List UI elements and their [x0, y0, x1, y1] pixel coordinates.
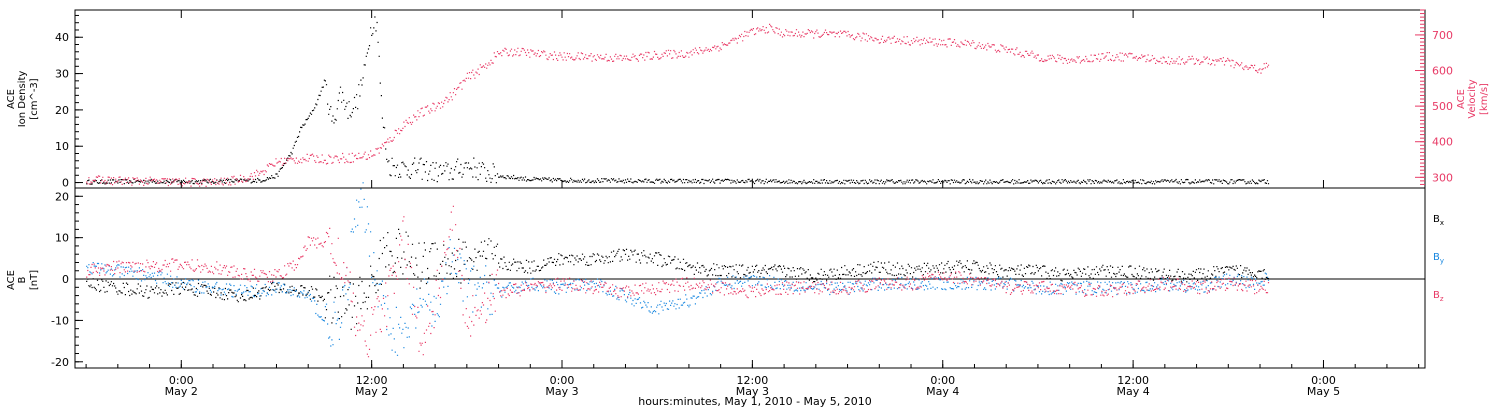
b-axis-title-line: ACE [6, 270, 17, 290]
velocity-axis-title: ACEVelocity[km/s] [1456, 79, 1490, 118]
b-tick-label: 10 [55, 232, 69, 245]
velocity-tick-label: 400 [1432, 136, 1453, 149]
b-tick-label: -20 [51, 356, 69, 369]
x-tick-date: May 4 [926, 385, 959, 398]
x-tick-time: 12:00 [737, 374, 769, 387]
b-tick-label: 0 [62, 273, 69, 286]
velocity-axis-title-line: Velocity [1467, 79, 1478, 118]
legend-symbol: B [1433, 252, 1440, 263]
x-tick-date: May 5 [1307, 385, 1340, 398]
x-tick-date: May 3 [545, 385, 578, 398]
velocity-axis-title-line: [km/s] [1479, 83, 1490, 115]
velocity-tick-label: 500 [1432, 100, 1453, 113]
x-axis-title: hours:minutes, May 1, 2010 - May 5, 2010 [638, 395, 872, 408]
b-tick-label: 20 [55, 190, 69, 203]
b-series-bx [86, 228, 1270, 330]
density-tick-label: 30 [55, 68, 69, 81]
legend-entry-bx: Bx [1433, 214, 1444, 227]
x-tick-date: May 3 [736, 385, 769, 398]
velocity-tick-label: 700 [1432, 29, 1453, 42]
x-tick-time: 12:00 [356, 374, 388, 387]
velocity-axis-title-line: ACE [1456, 89, 1467, 109]
panel1-frame [74, 9, 1426, 189]
legend-entry-by: By [1433, 252, 1444, 265]
velocity-series [86, 23, 1270, 187]
density-axis-title-line: Ion Density [17, 71, 28, 128]
legend-symbol: B [1433, 290, 1440, 301]
density-axis-title-line: ACE [6, 89, 17, 109]
x-tick-date: May 4 [1116, 385, 1149, 398]
legend-entry-bz: Bz [1433, 290, 1444, 303]
density-tick-label: 20 [55, 104, 69, 117]
x-tick-time: 0:00 [550, 374, 575, 387]
legend-subscript: x [1440, 219, 1444, 227]
b-tick-label: -10 [51, 314, 69, 327]
panel2-frame [74, 187, 1426, 369]
legend-subscript: z [1440, 295, 1444, 303]
x-tick-time: 0:00 [930, 374, 955, 387]
b-axis-title-line: B [17, 276, 28, 283]
x-tick-time: 12:00 [1117, 374, 1149, 387]
density-tick-label: 40 [55, 31, 69, 44]
x-tick-date: May 2 [165, 385, 198, 398]
b-axis-title: ACEB[nT] [6, 270, 40, 290]
x-tick-date: May 2 [355, 385, 388, 398]
density-axis-title-line: [cm^-3] [29, 78, 40, 119]
density-axis-title: ACEIon Density[cm^-3] [6, 71, 40, 128]
legend-symbol: B [1433, 214, 1440, 225]
b-series-by [86, 182, 1270, 356]
b-series-bz [86, 205, 1270, 358]
x-tick-time: 0:00 [1311, 374, 1336, 387]
density-tick-label: 10 [55, 140, 69, 153]
velocity-tick-label: 300 [1432, 171, 1453, 184]
b-axis-title-line: [nT] [29, 270, 40, 290]
density-tick-label: 0 [62, 177, 69, 190]
x-tick-time: 0:00 [169, 374, 194, 387]
legend-subscript: y [1440, 257, 1444, 265]
velocity-tick-label: 600 [1432, 65, 1453, 78]
density-series [86, 16, 1270, 185]
